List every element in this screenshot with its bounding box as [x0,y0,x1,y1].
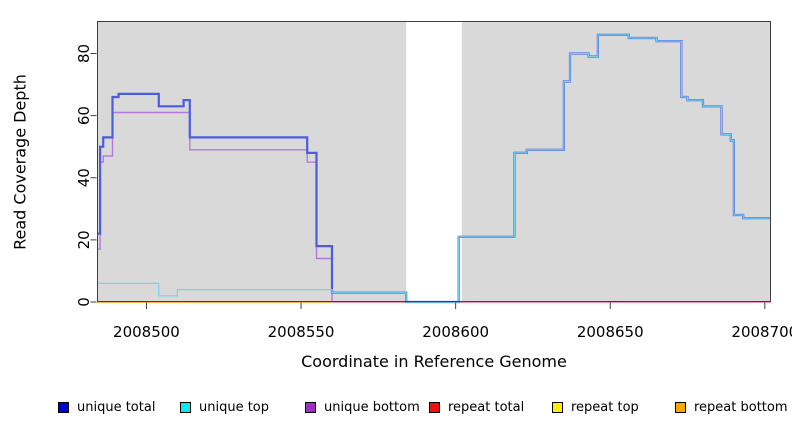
legend-label: unique total [77,399,156,415]
y-tick-label: 60 [75,106,93,125]
y-axis-label: Read Coverage Depth [10,74,30,250]
x-tick-label: 2008700 [731,323,792,341]
legend-item-repeat-top: repeat top [552,399,639,415]
y-tick-label: 80 [75,44,93,63]
repeat-bottom-swatch-icon [675,401,686,413]
repeat-top-swatch-icon [552,401,563,413]
y-tick-label: 20 [75,230,93,249]
legend-label: unique top [199,399,270,415]
repeat-total-swatch-icon [429,401,440,413]
legend-item-repeat-bottom: repeat bottom [675,399,788,415]
legend-label: repeat total [448,399,525,415]
no-data-gap-band [406,21,462,302]
x-tick-label: 2008650 [577,323,644,341]
unique-top-swatch-icon [180,401,191,413]
x-axis-label: Coordinate in Reference Genome [301,352,567,371]
legend-label: unique bottom [324,399,420,415]
legend-item-unique-total: unique total [58,399,155,415]
legend-item-unique-bottom: unique bottom [305,399,420,415]
series-line-unique-top [97,34,771,303]
unique-total-swatch-icon [58,401,69,413]
plot-border [97,21,771,302]
legend-label: repeat top [571,399,639,415]
x-tick-label: 2008500 [113,323,180,341]
y-tick-label: 40 [75,168,93,187]
y-tick-label: 0 [75,297,93,307]
x-tick-label: 2008550 [268,323,335,341]
legend-label: repeat bottom [694,399,788,415]
x-tick-label: 2008600 [422,323,489,341]
legend-item-repeat-total: repeat total [429,399,524,415]
unique-bottom-swatch-icon [305,401,316,413]
legend-item-unique-top: unique top [180,399,269,415]
